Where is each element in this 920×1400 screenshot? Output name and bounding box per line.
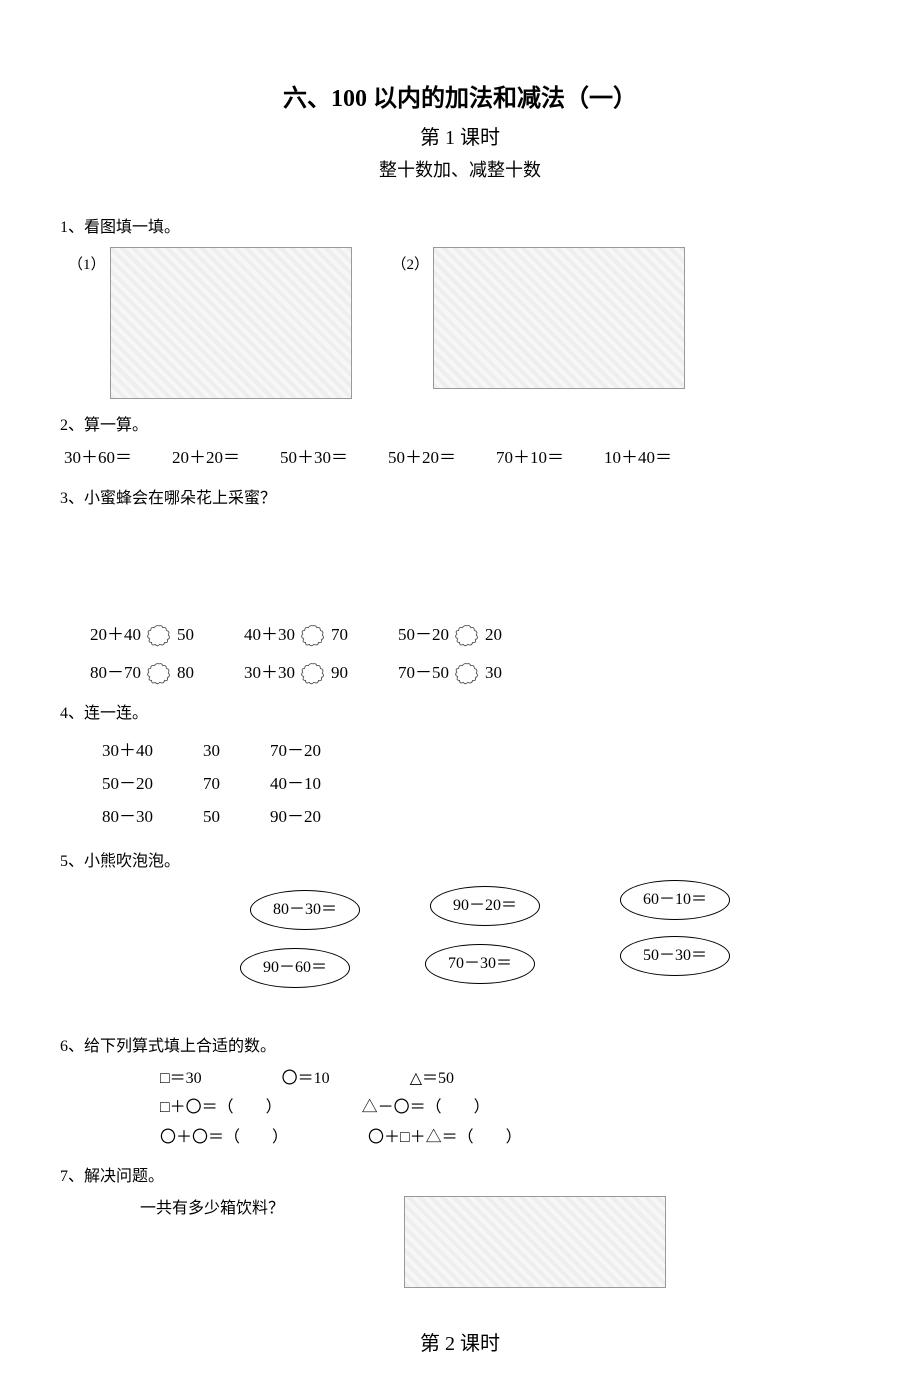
q3-heading: 3、小蜜蜂会在哪朵花上采蜜？: [60, 486, 860, 512]
q1-image-2: [433, 247, 685, 389]
q1-heading: 1、看图填一填。: [60, 215, 860, 241]
q4-table: 30＋403070－2050－207040－1080－305090－20: [100, 733, 371, 835]
q5-bubble: 70－30＝: [425, 944, 535, 984]
q4-cell: 40－10: [270, 768, 369, 799]
q4-cell: 70: [203, 768, 268, 799]
q4-cell: 70－20: [270, 735, 369, 766]
chapter-title: 六、100 以内的加法和减法（一）: [60, 80, 860, 118]
q3-item: 30＋3090: [244, 659, 348, 687]
q6-heading: 6、给下列算式填上合适的数。: [60, 1034, 860, 1060]
q4-cell: 90－20: [270, 801, 369, 832]
q1-sub1-label: （1）: [68, 253, 106, 399]
q2-equations: 30＋60＝ 20＋20＝ 50＋30＝ 50＋20＝ 70＋10＝ 10＋40…: [64, 444, 860, 471]
q2-item: 10＋40＝: [604, 444, 672, 471]
q6-eq: □＋〇＝（ ）: [160, 1095, 282, 1121]
q6-def: □＝30: [160, 1066, 202, 1092]
q5-bubble: 50－30＝: [620, 936, 730, 976]
q5-bubble: 90－60＝: [240, 948, 350, 988]
lesson2-title: 第 2 课时: [60, 1328, 860, 1360]
q1-sub2-label: （2）: [392, 253, 430, 389]
q5-bubble: 90－20＝: [430, 886, 540, 926]
q5-bubble: 80－30＝: [250, 890, 360, 930]
q5-bubbles: 80－30＝ 90－20＝ 60－10＝ 90－60＝ 70－30＝ 50－30＝: [230, 880, 860, 1020]
q5-bubble: 60－10＝: [620, 880, 730, 920]
q4-cell: 80－30: [102, 801, 201, 832]
q7-question: 一共有多少箱饮料？: [140, 1196, 284, 1222]
q4-cell: 30＋40: [102, 735, 201, 766]
q3-item: 80－7080: [90, 659, 194, 687]
q3-comparisons: 20＋4050 40＋3070 50－2020 80－7080 30＋3090 70－50…: [90, 621, 860, 687]
q6-eq: 〇＋〇＝（ ）: [160, 1125, 288, 1151]
q3-item: 40＋3070: [244, 621, 348, 649]
q7-image: [404, 1196, 666, 1288]
q4-row: 30＋403070－20: [102, 735, 369, 766]
q6-def: △＝50: [410, 1066, 454, 1092]
q6-eq: △－〇＝（ ）: [362, 1095, 490, 1121]
q2-item: 70＋10＝: [496, 444, 564, 471]
q2-heading: 2、算一算。: [60, 413, 860, 439]
q4-cell: 50: [203, 801, 268, 832]
q2-item: 50＋20＝: [388, 444, 456, 471]
q3-item: 20＋4050: [90, 621, 194, 649]
q2-item: 50＋30＝: [280, 444, 348, 471]
q3-item: 70－5030: [398, 659, 502, 687]
q7-heading: 7、解决问题。: [60, 1164, 860, 1190]
q1-image-1: [110, 247, 352, 399]
q4-row: 80－305090－20: [102, 801, 369, 832]
q4-cell: 30: [203, 735, 268, 766]
lesson-title: 第 1 课时: [60, 122, 860, 154]
q4-heading: 4、连一连。: [60, 701, 860, 727]
q4-cell: 50－20: [102, 768, 201, 799]
q6-block: □＝30 〇＝10 △＝50 □＋〇＝（ ） △－〇＝（ ） 〇＋〇＝（ ） 〇…: [160, 1066, 860, 1151]
q2-item: 20＋20＝: [172, 444, 240, 471]
q6-def: 〇＝10: [282, 1066, 330, 1092]
q2-item: 30＋60＝: [64, 444, 132, 471]
lesson-subtitle: 整十数加、减整十数: [60, 156, 860, 185]
q5-heading: 5、小熊吹泡泡。: [60, 849, 860, 875]
q6-eq: 〇＋□＋△＝（ ）: [368, 1125, 522, 1151]
q3-item: 50－2020: [398, 621, 502, 649]
q4-row: 50－207040－10: [102, 768, 369, 799]
